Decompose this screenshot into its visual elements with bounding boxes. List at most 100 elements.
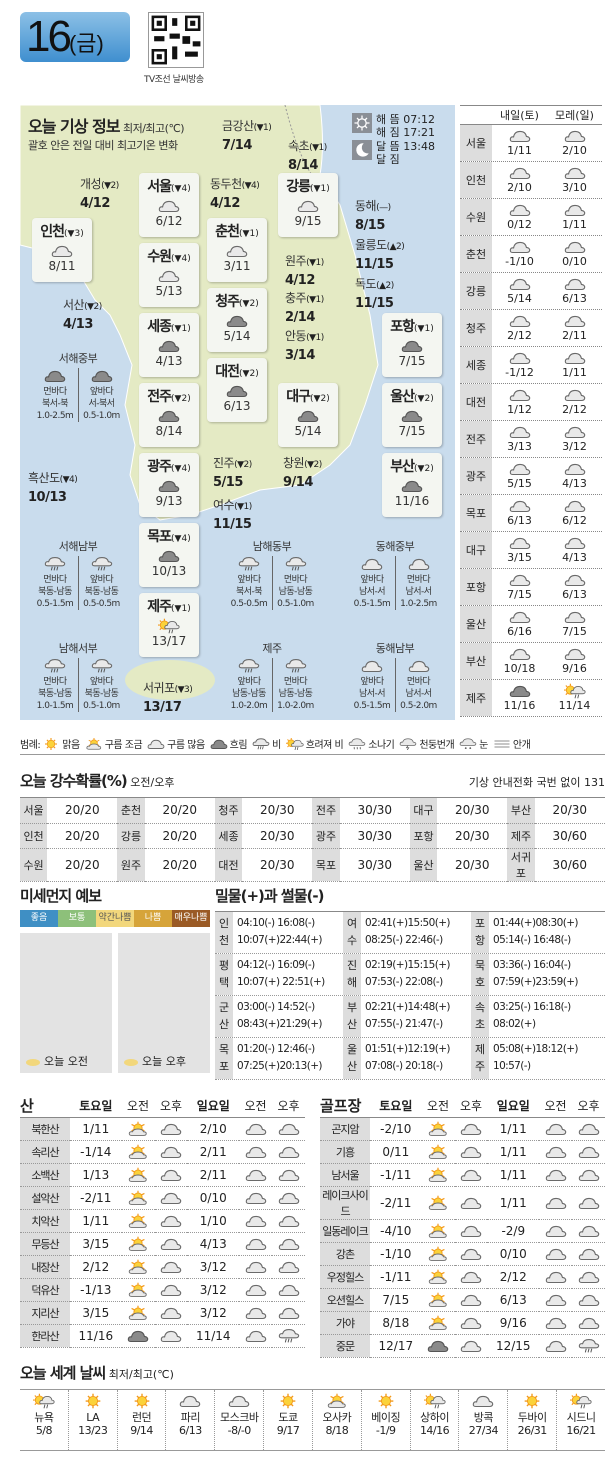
sea-column: 먼바다 남서-서 0.5-2.0m (395, 658, 441, 712)
city-name: 광주 (147, 459, 172, 475)
overcast-icon (226, 383, 248, 399)
precip-city: 부산 (507, 798, 535, 824)
forecast-city: 포항 (460, 569, 492, 605)
forecast-temp: -1/10 (505, 255, 534, 268)
cloud-icon (578, 1144, 600, 1160)
sea-height: 1.0-1.5m (36, 701, 74, 711)
rain-icon (278, 1328, 300, 1344)
sea-columns: 앞바다 남동-남동 1.0-2.0m 먼바다 남동-남동 1.0-2.0m (222, 658, 322, 712)
sun-moon-info: 해 뜸 07:12 해 짐 17:21 달 뜸 13:48 달 짐 (352, 113, 435, 166)
world-city-name: 베이징 (371, 1411, 401, 1424)
world-city: 상하이 14/16 (409, 1390, 459, 1450)
city-card: 부산(▼2) 11/16 (382, 453, 442, 517)
city-label: 동두천(▼4) 4/12 (210, 176, 260, 212)
weather-cell (272, 1186, 305, 1210)
place-name: 소백산 (20, 1163, 70, 1187)
tide-times: 01:20(-) 12:46(-) 07:25(+)20:13(+) (233, 1038, 343, 1079)
place-name: 강촌 (320, 1242, 370, 1266)
city-name: 춘천 (215, 224, 240, 240)
sea-label: 앞바다 (89, 677, 114, 687)
weather-cell (154, 1140, 188, 1164)
precip-value: 20/30 (534, 798, 605, 824)
city-name: 인천 (40, 224, 65, 240)
weather-cell (121, 1117, 155, 1141)
tide-place-char: 평 (218, 959, 230, 972)
forecast-temp: 11/14 (558, 699, 591, 712)
overcast-icon (401, 478, 423, 494)
weather-cell (421, 1163, 455, 1187)
cloud-icon (578, 1292, 600, 1308)
temp-change: (▼3) (64, 229, 84, 239)
forecast-temp: 2/10 (562, 144, 587, 157)
sun-rain-icon (570, 1393, 592, 1409)
city-temp: 11/15 (355, 296, 394, 311)
cloud-icon (509, 498, 531, 514)
cloud-icon (245, 1328, 267, 1344)
world-city: 파리 6/13 (165, 1390, 214, 1450)
temp-cell: 12/17 (370, 1334, 422, 1358)
legend-item-label: 흐림 (229, 740, 248, 751)
sea-label: 앞바다 (237, 575, 261, 585)
map-title: 오늘 기상 정보 (28, 117, 120, 136)
header-tomorrow: 내일(토) (500, 109, 539, 122)
sea-height: 0.5-1.5m (353, 599, 391, 609)
tide-times: 03:25(-) 16:18(-) 08:02(+) (489, 996, 599, 1037)
overcast-icon (91, 368, 113, 384)
tide-line: 07:53(-) 22:08(-) (365, 976, 443, 988)
weather-cell (154, 1117, 188, 1141)
cloud-icon (545, 1338, 567, 1354)
sun-rain-icon (33, 1393, 55, 1409)
mountain-weather: 산 토요일 오전 오후 일요일 오전 오후 북한산 1/11 2/10 속리산 -1/14 2/11 소백… (20, 1095, 305, 1348)
golf-row: 일동레이크 -4/10 -2/9 (320, 1219, 605, 1243)
dust-title: 미세먼지 예보 (20, 887, 102, 905)
golf-row: 남서울 -1/11 1/11 (320, 1163, 605, 1187)
cloud-icon (278, 1213, 300, 1229)
place-name: 일동레이크 (320, 1219, 370, 1243)
qr-code[interactable] (148, 12, 204, 68)
cloud-icon (460, 1338, 482, 1354)
tide-line: 04:12(-) 16:09(-) (237, 959, 315, 971)
legend-item-label: 천둥번개 (419, 740, 455, 751)
table-title: 골프장 (320, 1095, 370, 1118)
sun-cloud-icon (427, 1315, 449, 1331)
cloud-icon (278, 1236, 300, 1252)
forecast-row: 대전 1/12 2/12 (460, 384, 602, 421)
city-card: 목포(▼4) 10/13 (139, 523, 199, 587)
cloud-icon (545, 1315, 567, 1331)
city-label: 개성(▼2) 4/12 (80, 176, 119, 212)
forecast-temp: 1/11 (562, 218, 587, 231)
precip-value: 20/20 (47, 823, 118, 849)
cloud-icon (578, 1121, 600, 1137)
table-header: 골프장 토요일 오전 오후 일요일 오전 오후 (320, 1095, 605, 1118)
world-city-name: 모스크바 (219, 1411, 259, 1424)
city-name: 속초 (288, 139, 310, 153)
world-city-temp: 13/23 (78, 1424, 108, 1437)
city-name: 동두천 (210, 177, 242, 191)
forecast-temp: 2/12 (562, 403, 587, 416)
thunder-icon (399, 737, 417, 751)
forecast-temp: 6/13 (562, 292, 587, 305)
weather-cell (454, 1311, 488, 1335)
weather-cell (272, 1140, 305, 1164)
sea-region: 동해남부 앞바다 남서-서 0.5-1.5m 먼바다 남서-서 0.5-2.0m (345, 640, 445, 712)
sea-column: 앞바다 남서-서 0.5-1.5m (349, 658, 395, 712)
world-unit: 최저/최고(℃) (108, 1368, 174, 1381)
dust-swatch (26, 1059, 40, 1066)
cloud-icon (472, 1393, 494, 1409)
weather-cell (454, 1288, 488, 1312)
cloud-icon (160, 1213, 182, 1229)
golf-row: 레이크사이드 -2/11 1/11 (320, 1186, 605, 1220)
city-label: 원주(▼1) 4/12 (285, 253, 324, 289)
precip-value: 20/20 (144, 798, 215, 824)
tide-place-char: 천 (218, 934, 230, 947)
forecast-cell: 0/12 (492, 199, 547, 235)
cloud-icon (460, 1167, 482, 1183)
temp-cell: -2/11 (70, 1186, 122, 1210)
forecast-temp: 3/13 (507, 440, 532, 453)
place-name: 기흥 (320, 1140, 370, 1164)
cloud-icon (460, 1269, 482, 1285)
tide-times: 03:36(-) 16:04(-) 07:59(+)23:59(+) (489, 954, 599, 995)
